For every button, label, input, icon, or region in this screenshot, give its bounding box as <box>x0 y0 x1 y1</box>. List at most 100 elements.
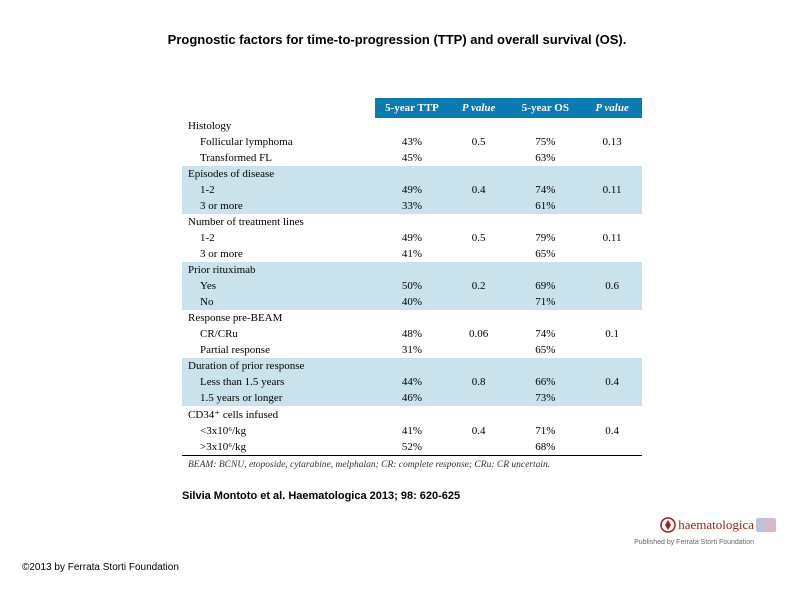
prognostic-table: 5-year TTP P value 5-year OS P value His… <box>182 98 642 455</box>
cell-ttp-p <box>449 246 509 262</box>
cell-ttp-p <box>449 439 509 455</box>
table-row: CR/CRu48%0.0674%0.1 <box>182 326 642 342</box>
cell-empty <box>449 358 509 374</box>
cell-ttp-p: 0.5 <box>449 230 509 246</box>
group-header: Histology <box>182 118 642 134</box>
cell-os-p <box>582 294 642 310</box>
group-header: Number of treatment lines <box>182 214 642 230</box>
table-row: Partial response31%65% <box>182 342 642 358</box>
cell-os-p <box>582 390 642 406</box>
table-row: Follicular lymphoma43%0.575%0.13 <box>182 134 642 150</box>
cell-ttp: 52% <box>375 439 449 455</box>
row-label: 1-2 <box>182 230 375 246</box>
cell-empty <box>509 262 583 278</box>
cell-os: 65% <box>509 246 583 262</box>
group-label: Response pre-BEAM <box>182 310 375 326</box>
cell-ttp-p <box>449 390 509 406</box>
table-footnote: BEAM: BCNU, etoposide, cytarabine, melph… <box>182 455 642 472</box>
row-label: 3 or more <box>182 198 375 214</box>
cell-os: 68% <box>509 439 583 455</box>
group-header: Duration of prior response <box>182 358 642 374</box>
cell-os: 79% <box>509 230 583 246</box>
journal-logo-text: haematologica <box>678 517 754 533</box>
group-label: Prior rituximab <box>182 262 375 278</box>
cell-empty <box>449 214 509 230</box>
cell-os-p: 0.1 <box>582 326 642 342</box>
col-ttp-p-text: P value <box>462 102 496 114</box>
cell-empty <box>582 118 642 134</box>
row-label: Yes <box>182 278 375 294</box>
cell-os: 71% <box>509 423 583 439</box>
col-ttp: 5-year TTP <box>375 98 449 118</box>
cell-ttp: 48% <box>375 326 449 342</box>
table-row: Yes50%0.269%0.6 <box>182 278 642 294</box>
table-row: 1.5 years or longer46%73% <box>182 390 642 406</box>
cell-ttp-p: 0.5 <box>449 134 509 150</box>
table-row: 3 or more41%65% <box>182 246 642 262</box>
cell-empty <box>449 310 509 326</box>
cell-os-p <box>582 246 642 262</box>
cell-ttp-p <box>449 342 509 358</box>
cell-empty <box>582 214 642 230</box>
page-title: Prognostic factors for time-to-progressi… <box>0 32 794 47</box>
table-body: HistologyFollicular lymphoma43%0.575%0.1… <box>182 118 642 455</box>
cell-ttp-p: 0.4 <box>449 423 509 439</box>
cell-os-p: 0.13 <box>582 134 642 150</box>
table-row: 1-249%0.579%0.11 <box>182 230 642 246</box>
cell-ttp-p: 0.2 <box>449 278 509 294</box>
cell-empty <box>449 118 509 134</box>
cell-empty <box>509 118 583 134</box>
cell-os-p: 0.11 <box>582 230 642 246</box>
cell-os: 65% <box>509 342 583 358</box>
cell-os: 74% <box>509 182 583 198</box>
journal-logo-subtext: Published by Ferrata Storti Foundation <box>634 539 754 546</box>
cell-os-p <box>582 342 642 358</box>
row-label: CR/CRu <box>182 326 375 342</box>
col-os: 5-year OS <box>509 98 583 118</box>
group-header: Response pre-BEAM <box>182 310 642 326</box>
cell-os-p: 0.4 <box>582 374 642 390</box>
cell-empty <box>582 166 642 182</box>
cell-empty <box>375 262 449 278</box>
group-label: CD34⁺ cells infused <box>182 406 375 423</box>
cell-ttp: 31% <box>375 342 449 358</box>
cell-os-p <box>582 439 642 455</box>
group-header: Prior rituximab <box>182 262 642 278</box>
cell-os: 73% <box>509 390 583 406</box>
group-label: Episodes of disease <box>182 166 375 182</box>
cell-ttp: 49% <box>375 182 449 198</box>
table-row: 1-249%0.474%0.11 <box>182 182 642 198</box>
cell-empty <box>582 406 642 423</box>
cell-ttp: 44% <box>375 374 449 390</box>
col-ttp-p: P value <box>449 98 509 118</box>
cell-empty <box>449 262 509 278</box>
publisher-mark-icon <box>756 518 776 532</box>
cell-ttp: 43% <box>375 134 449 150</box>
cell-ttp-p: 0.8 <box>449 374 509 390</box>
journal-logo: haematologica <box>660 517 754 533</box>
group-label: Histology <box>182 118 375 134</box>
haematologica-icon <box>660 517 676 533</box>
group-label: Duration of prior response <box>182 358 375 374</box>
table-row: Less than 1.5 years44%0.866%0.4 <box>182 374 642 390</box>
group-header: Episodes of disease <box>182 166 642 182</box>
cell-os-p <box>582 150 642 166</box>
table-header-row: 5-year TTP P value 5-year OS P value <box>182 98 642 118</box>
row-label: Transformed FL <box>182 150 375 166</box>
table-row: Transformed FL45%63% <box>182 150 642 166</box>
cell-empty <box>449 406 509 423</box>
cell-empty <box>375 118 449 134</box>
cell-os-p: 0.4 <box>582 423 642 439</box>
citation: Silvia Montoto et al. Haematologica 2013… <box>182 490 460 502</box>
row-label: No <box>182 294 375 310</box>
cell-ttp: 41% <box>375 423 449 439</box>
group-header: CD34⁺ cells infused <box>182 406 642 423</box>
cell-os: 61% <box>509 198 583 214</box>
cell-os: 71% <box>509 294 583 310</box>
table-row: <3x10⁶/kg41%0.471%0.4 <box>182 423 642 439</box>
cell-ttp: 50% <box>375 278 449 294</box>
row-label: <3x10⁶/kg <box>182 423 375 439</box>
cell-ttp: 41% <box>375 246 449 262</box>
copyright: ©2013 by Ferrata Storti Foundation <box>22 562 179 573</box>
cell-empty <box>582 262 642 278</box>
